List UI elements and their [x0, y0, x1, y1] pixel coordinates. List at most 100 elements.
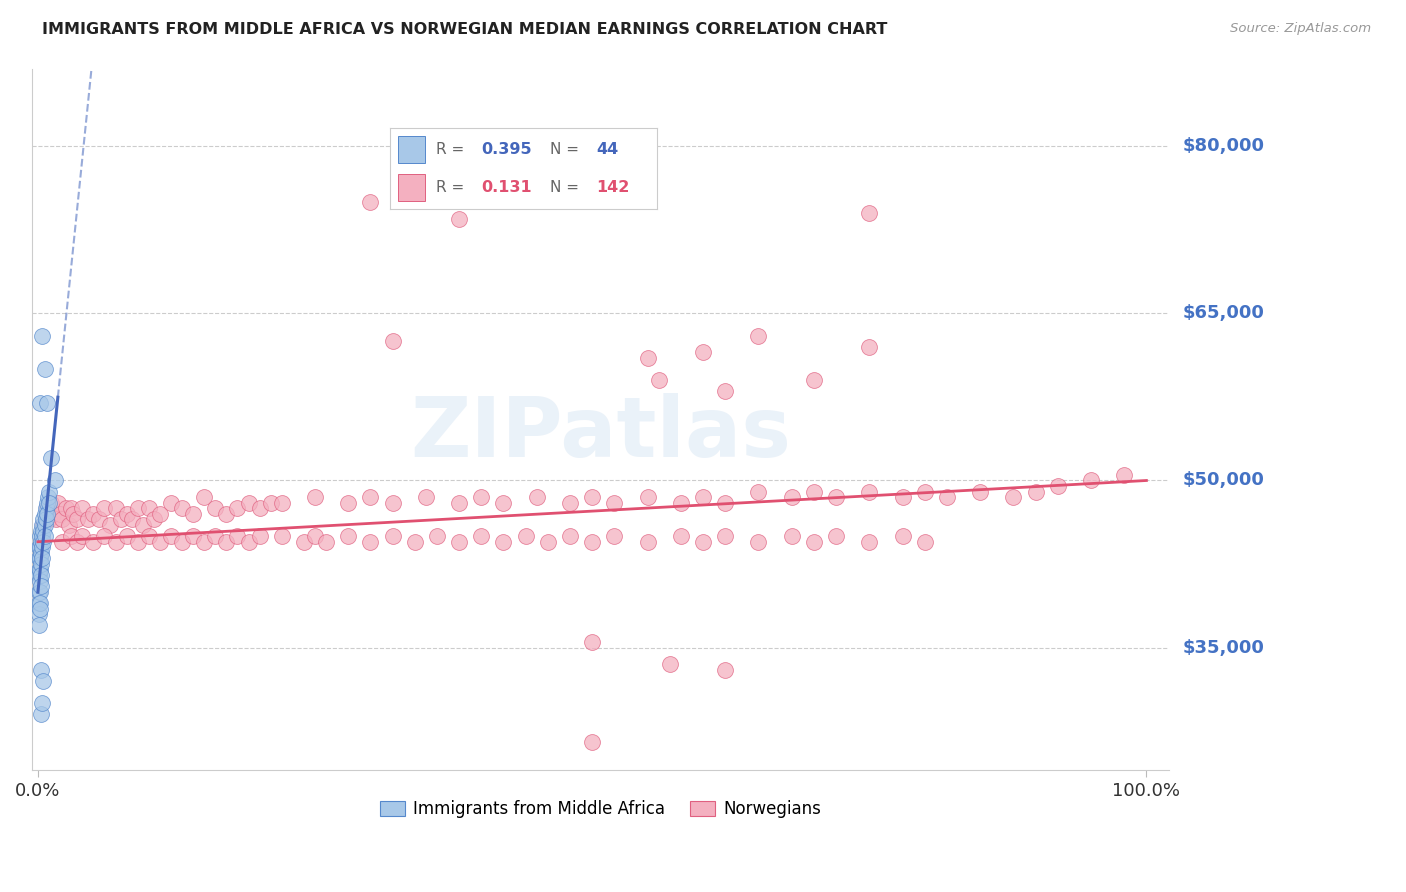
Point [30, 707, 52, 722]
Point [381, 334, 404, 349]
Point [66, 534, 89, 549]
Point [30, 534, 52, 549]
Point [714, 496, 737, 510]
Point [337, 529, 360, 543]
Point [34, 501, 56, 516]
Point [28, 568, 51, 582]
Point [337, 496, 360, 510]
Point [669, 496, 692, 510]
Point [30, 574, 52, 588]
Point [1114, 467, 1136, 482]
Point [969, 484, 991, 499]
Point [30, 546, 52, 560]
Point [292, 534, 315, 549]
Point [60, 501, 83, 516]
Point [747, 534, 769, 549]
Point [603, 529, 626, 543]
Point [492, 496, 515, 510]
Point [30, 563, 52, 577]
Point [692, 534, 714, 549]
Point [44, 474, 66, 488]
Point [35, 501, 58, 516]
Text: Source: ZipAtlas.com: Source: ZipAtlas.com [1230, 22, 1371, 36]
Point [1025, 484, 1047, 499]
Point [249, 501, 271, 516]
Point [858, 534, 880, 549]
Point [55, 501, 77, 516]
Point [803, 534, 825, 549]
Point [637, 351, 659, 365]
Point [581, 490, 603, 504]
Point [780, 490, 803, 504]
Point [747, 328, 769, 343]
Point [39, 451, 62, 466]
Point [181, 507, 204, 521]
Point [30, 524, 52, 538]
Point [72, 529, 94, 543]
Point [149, 534, 172, 549]
Point [558, 496, 581, 510]
Point [249, 529, 271, 543]
Point [204, 529, 226, 543]
Point [30, 568, 52, 582]
Text: $50,000: $50,000 [1182, 472, 1264, 490]
Point [34, 529, 56, 543]
Point [104, 534, 127, 549]
Point [30, 551, 52, 566]
Point [270, 529, 292, 543]
Point [747, 484, 769, 499]
Point [181, 529, 204, 543]
Point [692, 345, 714, 359]
Point [115, 529, 138, 543]
Point [28, 541, 51, 555]
Point [170, 501, 193, 516]
Point [30, 663, 52, 677]
Point [30, 585, 52, 599]
Point [38, 484, 60, 499]
Point [238, 534, 260, 549]
Point [359, 195, 381, 210]
Point [30, 557, 52, 571]
Text: $35,000: $35,000 [1182, 639, 1264, 657]
Point [1002, 490, 1025, 504]
Point [104, 501, 127, 516]
Point [46, 496, 69, 510]
Point [381, 529, 404, 543]
Point [30, 579, 52, 593]
Point [891, 529, 914, 543]
Point [87, 512, 110, 526]
Point [30, 541, 52, 555]
Point [35, 507, 58, 521]
Point [110, 512, 132, 526]
Point [581, 534, 603, 549]
Point [160, 529, 183, 543]
Point [28, 551, 51, 566]
Point [42, 507, 65, 521]
Point [30, 529, 52, 543]
Point [637, 534, 659, 549]
Point [28, 607, 51, 621]
Point [38, 512, 60, 526]
Point [415, 490, 437, 504]
Point [32, 524, 55, 538]
Point [359, 534, 381, 549]
Point [1046, 479, 1069, 493]
Point [30, 601, 52, 615]
Point [470, 529, 492, 543]
Point [98, 518, 121, 533]
Point [914, 484, 936, 499]
Point [51, 534, 73, 549]
Point [31, 529, 53, 543]
Point [193, 534, 215, 549]
Point [449, 534, 471, 549]
Point [603, 496, 626, 510]
Point [526, 490, 548, 504]
Point [49, 507, 72, 521]
Point [28, 585, 51, 599]
Point [581, 635, 603, 649]
Point [58, 518, 80, 533]
Point [359, 490, 381, 504]
Point [858, 206, 880, 220]
Point [226, 501, 249, 516]
Point [492, 534, 515, 549]
